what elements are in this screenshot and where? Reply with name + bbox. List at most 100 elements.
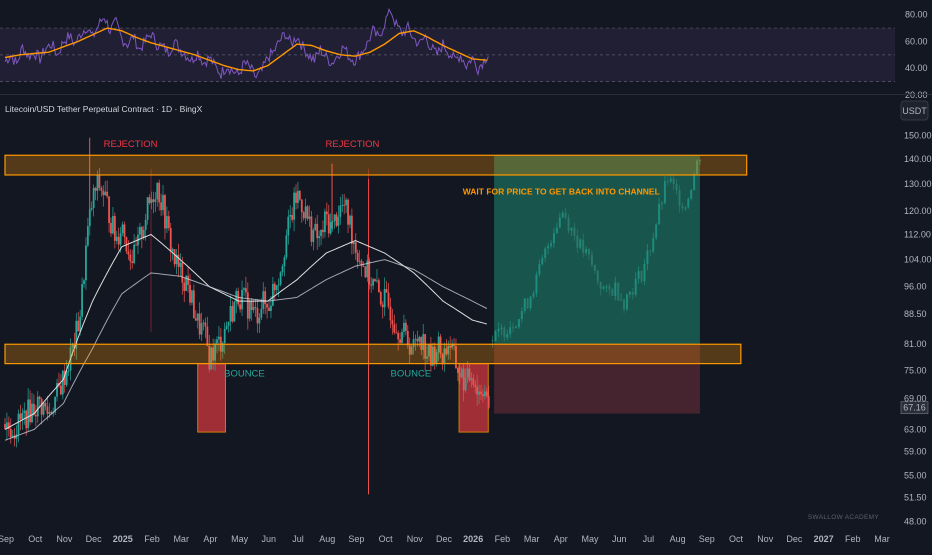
candle-body	[410, 347, 413, 355]
candle-body	[121, 224, 124, 234]
candle-body	[73, 343, 76, 349]
candle-body	[470, 378, 473, 381]
candle-body	[245, 288, 247, 293]
candle-body	[150, 199, 153, 203]
oscillator-tick-label: 80.00	[905, 10, 928, 20]
projection-candle	[663, 181, 666, 204]
projection-candle	[649, 250, 652, 252]
projection-candle	[605, 286, 608, 288]
oscillator-line-fast	[4, 7, 489, 79]
projection-candle	[643, 263, 646, 282]
candle-body	[445, 348, 448, 355]
time-tick-label: Apr	[554, 534, 568, 544]
candle-body	[192, 290, 195, 319]
candle-body	[152, 199, 155, 202]
candle-body	[250, 301, 253, 311]
projection-candle	[637, 270, 640, 279]
candle-body	[38, 396, 41, 399]
annotation-green: BOUNCE	[224, 369, 265, 380]
candle-body	[449, 345, 452, 348]
candle-body	[422, 334, 425, 350]
currency-button[interactable]: USDT	[900, 100, 929, 121]
candle-body	[453, 343, 455, 347]
target-zone	[494, 155, 700, 345]
time-tick-label: 2027	[814, 534, 834, 544]
candle-body	[352, 242, 355, 245]
candle-body	[113, 216, 116, 241]
candle-body	[4, 424, 6, 429]
candle-body	[374, 279, 376, 282]
candle-body	[358, 260, 361, 262]
candle-body	[356, 252, 359, 262]
candle-body	[329, 222, 332, 234]
time-tick-label: Oct	[729, 534, 744, 544]
candle-body	[40, 398, 43, 415]
candle-body	[476, 386, 479, 395]
time-tick-label: May	[581, 534, 599, 544]
candle-body	[466, 368, 469, 378]
price-tick-label: 120.00	[904, 206, 932, 216]
candle-body	[401, 331, 403, 343]
price-tick-label: 140.00	[904, 154, 932, 164]
candle-body	[218, 336, 220, 340]
candle-body	[393, 324, 396, 333]
candle-body	[6, 422, 8, 429]
candle-body	[44, 402, 47, 407]
price-tick-label: 112.00	[904, 229, 931, 239]
candle-body	[61, 370, 64, 395]
candle-body	[462, 368, 465, 391]
candle-body	[229, 306, 232, 322]
candle-body	[175, 254, 178, 265]
time-tick-label: May	[231, 534, 249, 544]
candle-body	[335, 214, 338, 226]
candle-body	[56, 383, 58, 397]
projection-candle	[573, 227, 576, 236]
projection-candle	[634, 278, 637, 295]
candle-body	[90, 207, 93, 210]
currency-label: USDT	[902, 106, 927, 116]
candle-body	[158, 182, 161, 203]
stop-zone	[494, 344, 700, 414]
candle-body	[279, 272, 282, 285]
candle-body	[173, 249, 176, 265]
candle-body	[298, 190, 301, 200]
price-tick-label: 48.00	[904, 517, 927, 527]
candle-body	[142, 229, 145, 238]
candle-body	[447, 345, 450, 355]
time-tick-label: Mar	[874, 534, 890, 544]
candle-body	[320, 229, 322, 237]
projection-candle	[561, 212, 564, 218]
projection-candle	[590, 254, 593, 265]
candle-body	[416, 338, 419, 342]
oscillator-reference-lines	[0, 27, 895, 82]
projection-candle	[512, 327, 515, 329]
time-tick-label: Jul	[643, 534, 655, 544]
key-level-zones	[4, 154, 748, 365]
candle-body	[368, 260, 371, 285]
candle-body	[146, 197, 149, 220]
projection-candle	[500, 327, 503, 329]
annotation-red: REJECTION	[326, 139, 380, 150]
candle-body	[260, 308, 263, 318]
price-tick-label: 81.00	[904, 339, 927, 349]
candle-body	[104, 191, 107, 196]
time-tick-label: Feb	[144, 534, 160, 544]
candle-body	[408, 345, 411, 355]
projection-candle	[617, 282, 620, 300]
oscillator-series	[4, 7, 489, 79]
time-tick-label: Mar	[524, 534, 540, 544]
projection-candle	[529, 296, 532, 309]
candle-body	[198, 313, 201, 335]
last-price-label: 67.16	[903, 403, 926, 413]
candle-body	[36, 396, 39, 417]
candle-body	[208, 345, 211, 370]
candle-body	[268, 307, 270, 311]
candle-body	[23, 410, 26, 414]
price-axis: 150.00 140.00 130.00 120.00 112.00 104.00 96.0…	[900, 131, 932, 527]
candle-body	[11, 435, 14, 438]
candle-body	[485, 391, 488, 397]
candle-body	[135, 244, 137, 246]
candle-body	[98, 175, 101, 188]
